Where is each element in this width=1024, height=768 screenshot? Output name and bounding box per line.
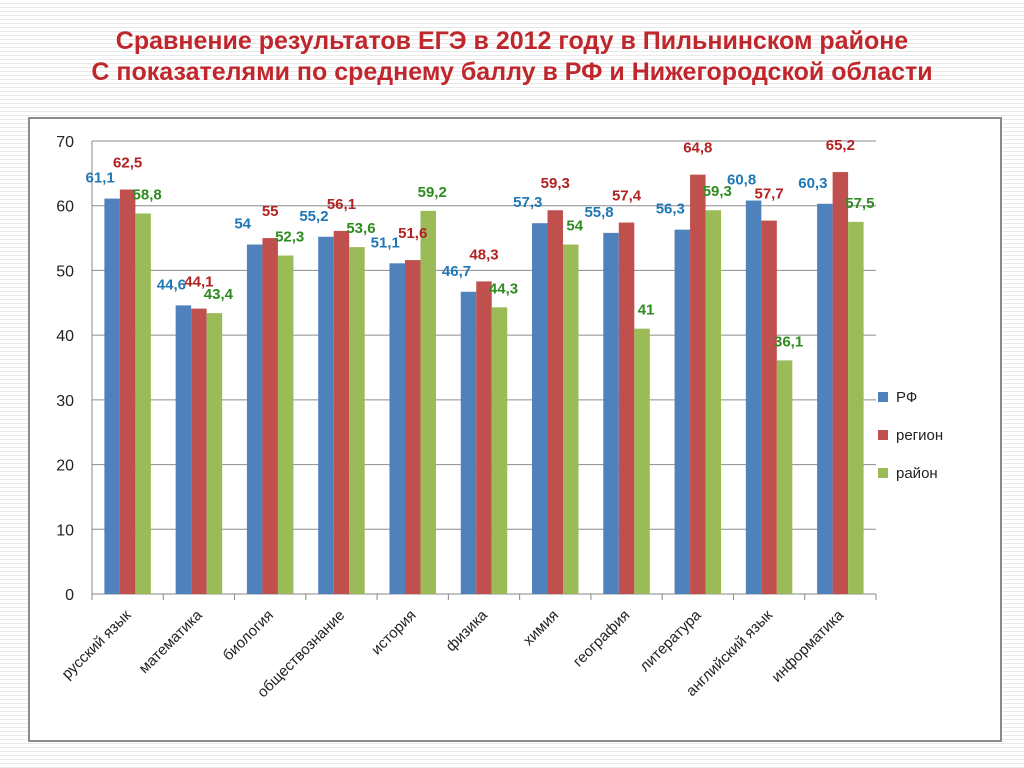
bar (206, 313, 223, 594)
legend-label-district: район (896, 464, 938, 482)
bar (333, 230, 350, 594)
bar (848, 221, 864, 594)
title-line-1: Сравнение результатов ЕГЭ в 2012 году в … (115, 27, 909, 55)
y-tick-label: 0 (65, 587, 74, 604)
data-label: 53,6 (346, 220, 375, 237)
bar (389, 263, 405, 594)
bar (404, 260, 421, 594)
data-label: 65,2 (826, 137, 855, 154)
data-label: 60,3 (798, 175, 827, 192)
bar (832, 172, 849, 594)
bar (175, 305, 192, 594)
data-label: 41 (638, 302, 655, 319)
data-label: 59,3 (541, 175, 570, 192)
data-label: 43,4 (204, 286, 234, 303)
data-label: 57,7 (754, 186, 783, 203)
x-tick-label: история (368, 607, 419, 658)
bar (634, 328, 650, 594)
data-label: 36,1 (774, 333, 803, 350)
y-tick-label: 20 (56, 458, 74, 475)
bar (277, 255, 294, 594)
data-label: 44,3 (489, 280, 518, 297)
y-tick-label: 50 (56, 263, 74, 280)
bar (563, 244, 579, 595)
bar (690, 174, 706, 594)
legend-item-region: регион (878, 416, 943, 454)
data-label: 59,3 (703, 183, 732, 200)
data-label: 64,8 (683, 140, 712, 157)
data-label: 59,2 (418, 184, 447, 201)
data-label: 57,3 (513, 194, 542, 211)
x-tick-label: литература (636, 606, 705, 675)
x-tick-label: география (570, 607, 634, 671)
bar (318, 236, 334, 594)
bar (246, 244, 263, 595)
x-tick-label: физика (443, 606, 492, 655)
data-label: 56,1 (327, 196, 356, 213)
bar (460, 291, 477, 594)
legend-label-region: регион (896, 426, 944, 444)
data-label: 55,2 (299, 208, 328, 225)
bar (349, 247, 365, 595)
data-label: 44,1 (184, 274, 213, 291)
legend-item-rf: РФ (878, 378, 943, 416)
data-label: 52,3 (275, 229, 304, 246)
data-label: 55 (262, 203, 279, 220)
bar (119, 189, 136, 595)
bar (547, 210, 564, 594)
data-label: 60,8 (727, 172, 756, 189)
chart-legend: РФ регион район (878, 378, 943, 492)
bar (776, 360, 793, 594)
legend-swatch-district (878, 468, 888, 478)
bar (476, 281, 492, 594)
bar (603, 232, 619, 594)
bar (618, 222, 635, 595)
bar (745, 200, 762, 594)
y-tick-label: 60 (56, 199, 74, 216)
chart-title: Сравнение результатов ЕГЭ в 2012 году в … (0, 26, 1024, 88)
y-tick-label: 10 (56, 522, 74, 539)
bar (420, 210, 436, 595)
data-label: 56,3 (656, 201, 685, 218)
title-line-2: С показателями по среднему баллу в РФ и … (91, 58, 933, 86)
legend-label-rf: РФ (896, 388, 918, 406)
bar (817, 203, 833, 594)
bar (761, 220, 777, 594)
x-tick-label: русский язык (59, 607, 135, 683)
data-label: 54 (566, 218, 583, 235)
x-tick-label: химия (520, 607, 562, 649)
legend-swatch-rf (878, 392, 888, 402)
data-label: 51,1 (371, 234, 400, 251)
data-label: 54 (234, 216, 251, 233)
x-tick-label: биология (220, 607, 277, 664)
x-tick-label: математика (136, 606, 207, 677)
data-label: 44,6 (157, 276, 186, 293)
data-label: 46,7 (442, 263, 471, 280)
bar (135, 213, 151, 595)
data-label: 61,1 (86, 170, 115, 187)
bar (705, 210, 722, 594)
y-tick-label: 70 (56, 134, 74, 151)
data-label: 48,3 (469, 246, 498, 263)
data-label: 55,8 (584, 204, 613, 221)
data-label: 57,4 (612, 188, 642, 205)
legend-item-district: район (878, 454, 943, 492)
bar (191, 308, 207, 594)
bar (104, 198, 120, 595)
bar (674, 229, 691, 594)
x-tick-label: информатика (768, 606, 847, 685)
data-label: 57,5 (845, 195, 874, 212)
y-tick-label: 30 (56, 393, 74, 410)
bar (262, 238, 278, 595)
data-label: 58,8 (133, 186, 162, 203)
bar (491, 307, 508, 594)
data-label: 62,5 (113, 155, 142, 172)
bar (532, 223, 548, 595)
y-tick-label: 40 (56, 328, 74, 345)
data-label: 51,6 (398, 225, 427, 242)
legend-swatch-region (878, 430, 888, 440)
